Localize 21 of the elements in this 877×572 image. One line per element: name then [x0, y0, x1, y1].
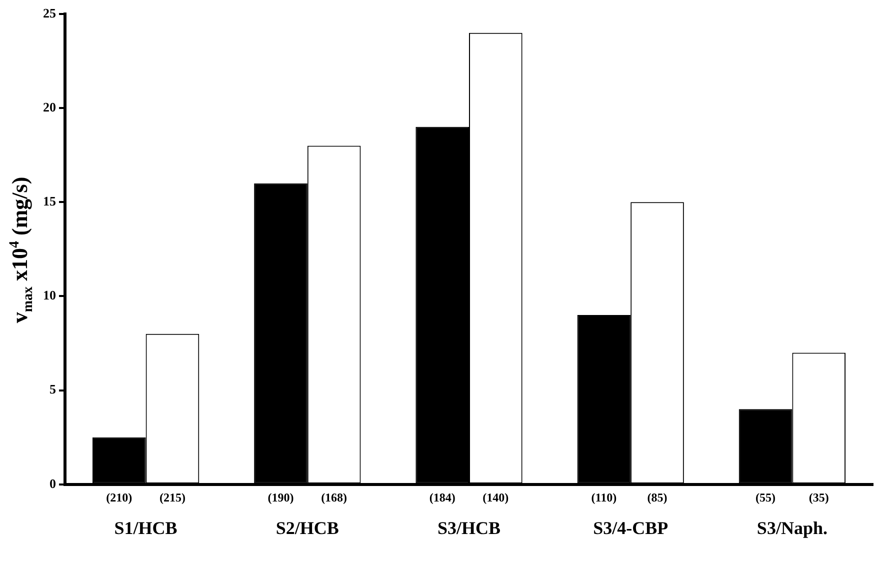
y-tick-label: 0	[50, 476, 56, 491]
text: (85)	[647, 490, 668, 504]
x-tick-label: S3/HCB	[437, 518, 501, 538]
text: (215)	[159, 490, 186, 504]
text: (184)	[429, 490, 456, 504]
x-tick-label: S2/HCB	[276, 518, 339, 538]
text: (190)	[268, 490, 294, 504]
text: (168)	[321, 490, 348, 504]
text: (35)	[808, 490, 829, 504]
y-tick-label: 5	[50, 382, 56, 397]
y-tick-label: 25	[43, 5, 56, 20]
x-tick-label: S1/HCB	[114, 518, 178, 538]
y-tick-label: 20	[43, 99, 56, 114]
text: (210)	[106, 490, 132, 504]
x-tick-label: S3/Naph.	[756, 518, 828, 538]
text: (140)	[482, 490, 509, 504]
text: (110)	[591, 490, 617, 504]
text: (55)	[756, 490, 776, 504]
y-tick-label: 10	[43, 288, 56, 303]
y-tick-label: 15	[43, 194, 56, 209]
x-tick-label: S3/4-CBP	[593, 518, 668, 538]
